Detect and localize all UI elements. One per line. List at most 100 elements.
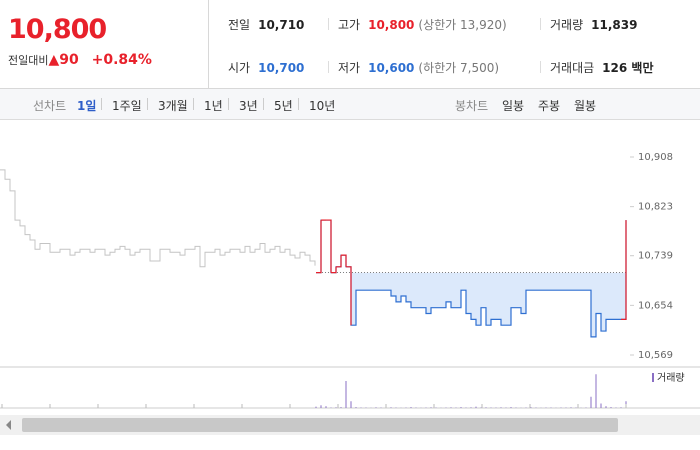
volume-bar <box>530 407 532 408</box>
volume-bar <box>340 407 342 408</box>
stat: 전일 10,710 <box>228 16 304 33</box>
stat-value: 10,700 <box>258 61 305 75</box>
up-segment <box>336 255 342 268</box>
y-tick-label: 10,739 <box>638 251 673 262</box>
separator <box>263 98 264 110</box>
volume-bar <box>510 407 512 408</box>
period-button[interactable]: 3년 <box>239 99 258 113</box>
volume-bar <box>500 407 502 408</box>
area <box>351 272 626 337</box>
stat-label: 고가 <box>338 18 361 32</box>
volume-bar <box>410 407 412 408</box>
stat: 시가 10,700 <box>228 59 304 76</box>
stat-value: 126 백만 <box>602 61 654 75</box>
separator <box>328 18 329 30</box>
stat-label: 전일 <box>228 18 251 32</box>
period-button[interactable]: 1주일 <box>112 99 142 113</box>
volume-label: 거래량 <box>657 372 685 384</box>
stat-label: 거래량 <box>550 18 584 32</box>
volume-bar <box>485 407 487 408</box>
up-segment <box>316 220 322 274</box>
up-segment <box>346 266 352 326</box>
volume-bar <box>355 407 357 408</box>
stat: 거래량 11,839 <box>550 16 637 33</box>
volume-bar <box>570 407 572 408</box>
up-segment <box>331 266 337 274</box>
stat-value: 10,710 <box>258 18 305 32</box>
stat: 고가 10,800 (상한가 13,920) <box>338 16 507 33</box>
volume-bar <box>320 405 322 408</box>
candle-button[interactable]: 월봉 <box>574 99 597 113</box>
period-button[interactable]: 10년 <box>309 99 336 113</box>
stat-note: (상한가 13,920) <box>418 18 507 32</box>
volume-bar <box>600 403 602 408</box>
stat: 거래대금 126 백만 <box>550 59 653 76</box>
stat-label: 시가 <box>228 61 251 75</box>
volume-bar <box>325 406 327 408</box>
stat: 저가 10,600 (하한가 7,500) <box>338 59 499 76</box>
change-value: 90 <box>59 52 79 68</box>
volume-bar <box>450 407 452 408</box>
period-button[interactable]: 5년 <box>274 99 293 113</box>
volume-bar <box>315 406 317 408</box>
separator <box>228 98 229 110</box>
candle-chart-label: 봉차트 <box>455 99 489 113</box>
separator <box>193 98 194 110</box>
period-button[interactable]: 1일 <box>77 99 97 113</box>
scroll-thumb[interactable] <box>22 418 618 432</box>
scrollbar[interactable] <box>0 415 700 435</box>
scroll-left[interactable] <box>6 420 11 430</box>
y-tick-label: 10,654 <box>638 300 673 311</box>
candle-button[interactable]: 일봉 <box>502 99 525 113</box>
separator <box>298 98 299 110</box>
stat-label: 거래대금 <box>550 61 595 75</box>
volume-bar <box>460 407 462 408</box>
price: 10,800 <box>8 14 107 45</box>
volume-bar <box>590 396 592 408</box>
y-tick-label: 10,823 <box>638 202 673 213</box>
up-segment <box>341 254 347 267</box>
y-tick-label: 10,569 <box>638 350 673 361</box>
up-icon: ▲ <box>48 52 60 68</box>
toolbar: 선차트 1일 1주일 3개월 1년 3년 5년 10년 봉차트 일봉 주봉 월봉 <box>0 89 700 120</box>
separator <box>328 61 329 73</box>
volume-bar <box>470 407 472 408</box>
change-label: 전일대비 <box>8 54 49 67</box>
today-line <box>316 219 627 338</box>
volume-bar <box>475 406 477 408</box>
volume-legend-icon <box>652 373 654 382</box>
period-button[interactable]: 1년 <box>204 99 223 113</box>
stat-value: 11,839 <box>591 18 638 32</box>
separator <box>540 61 541 73</box>
stat-value: 10,600 <box>368 61 415 75</box>
volume-bar <box>390 407 392 408</box>
candle-button[interactable]: 주봉 <box>538 99 561 113</box>
up-segment <box>326 219 332 273</box>
volume-bar <box>610 407 612 408</box>
line-chart-label: 선차트 <box>33 99 67 113</box>
divider <box>208 0 209 88</box>
volume-bar <box>375 407 377 408</box>
period-button[interactable]: 3개월 <box>158 99 188 113</box>
volume-bar <box>350 401 352 408</box>
change: 전일대비▲90 +0.84% <box>8 52 152 68</box>
header: 10,800 전일대비▲90 +0.84% 전일 10,710 고가 10,800 (상… <box>0 0 700 89</box>
volume-bar <box>345 381 347 408</box>
stat-label: 저가 <box>338 61 361 75</box>
stat-value: 10,800 <box>368 18 415 32</box>
separator <box>540 18 541 30</box>
separator <box>147 98 148 110</box>
volume-bar <box>430 407 432 408</box>
prev-line <box>0 169 316 268</box>
volume-bar <box>620 407 622 408</box>
stat-note: (하한가 7,500) <box>418 61 500 75</box>
chart: 10,908 10,823 10,739 10,654 10,569 거래량 <box>0 152 700 409</box>
change-pct: +0.84% <box>91 52 152 68</box>
volume-bar <box>335 407 337 408</box>
volume-bar <box>595 374 597 408</box>
volume-bar <box>605 406 607 408</box>
separator <box>101 98 102 110</box>
up-segment <box>621 220 627 320</box>
y-tick-label: 10,908 <box>638 152 673 163</box>
